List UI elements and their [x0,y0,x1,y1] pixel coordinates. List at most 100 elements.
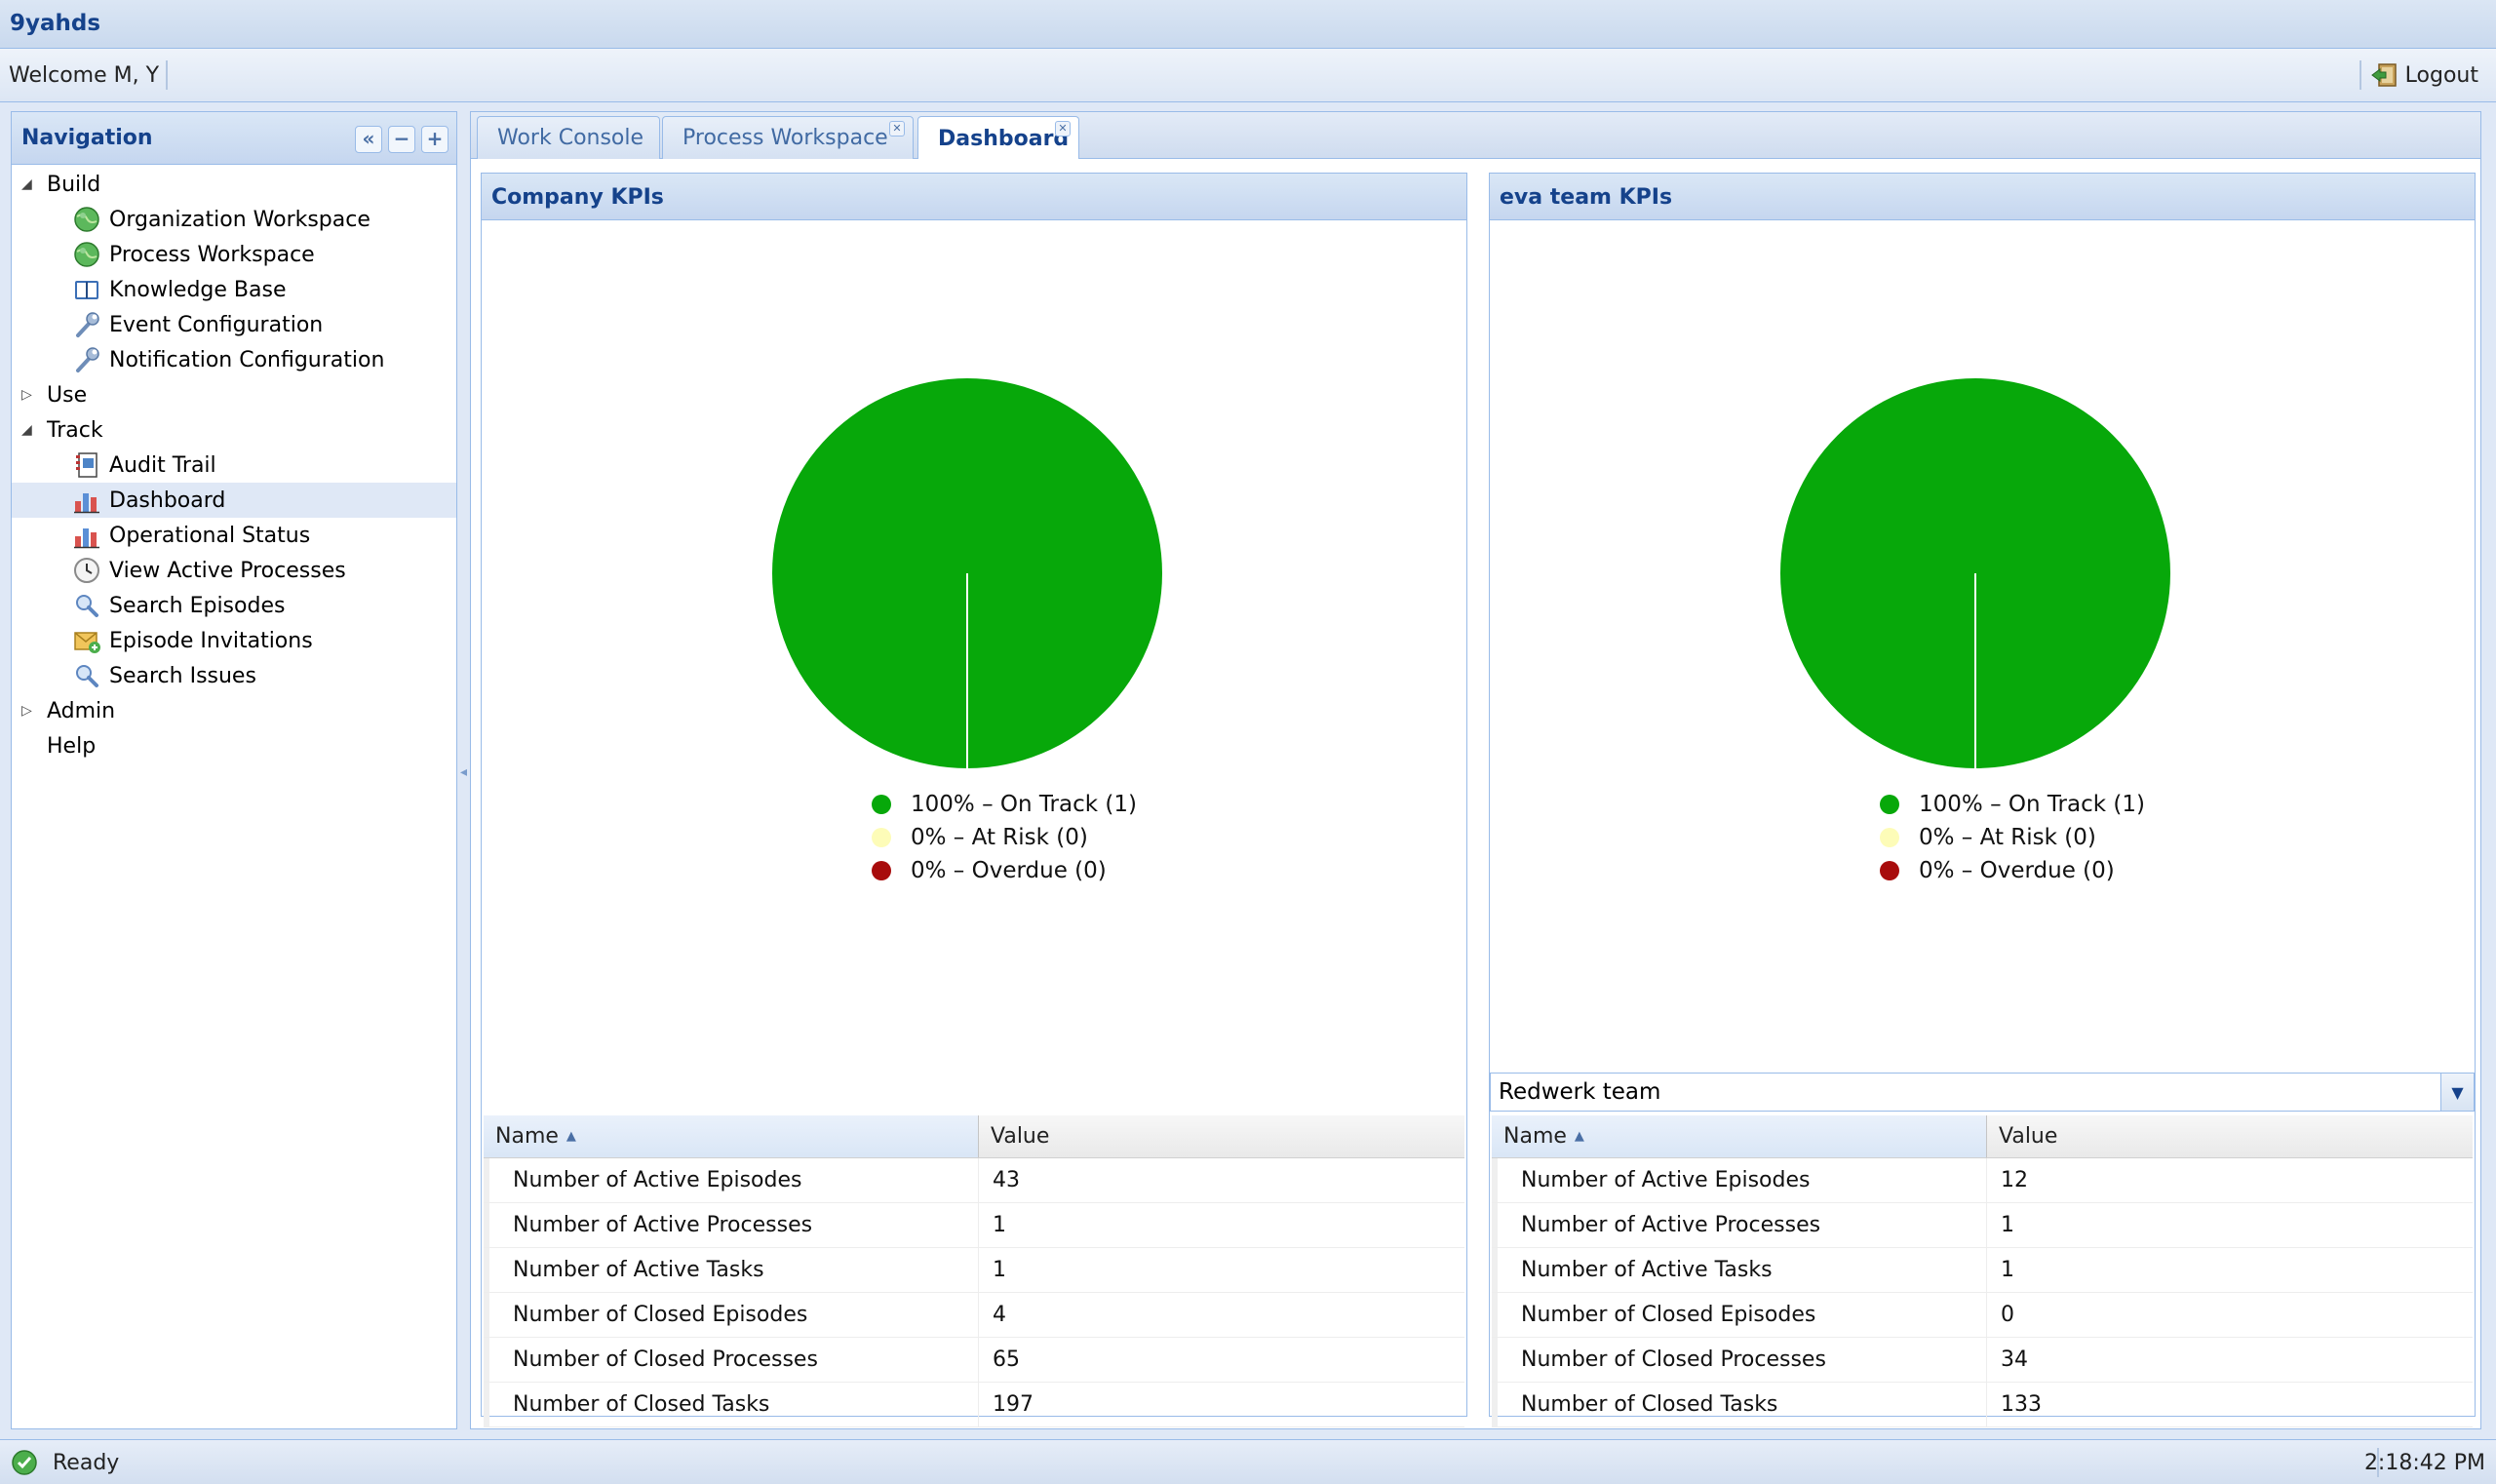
panel-splitter[interactable]: ◂ [458,111,470,1429]
legend-item-on-track[interactable]: 100% – On Track (1) [1880,788,2145,821]
nav-item-dashboard[interactable]: Dashboard [12,483,456,518]
column-header-value[interactable]: Value [1987,1115,2473,1157]
table-row[interactable]: Number of Active Episodes 12 [1492,1158,2473,1203]
nav-item-episode-invitations[interactable]: Episode Invitations [12,623,456,658]
collapsed-arrow-icon[interactable]: ▷ [21,387,32,403]
legend-dot [1880,828,1899,847]
legend-dot [1880,861,1899,880]
collapsed-arrow-icon[interactable]: ▷ [21,703,32,719]
nav-item-process-workspace[interactable]: Process Workspace [12,237,456,272]
expanded-arrow-icon[interactable]: ◢ [21,422,32,438]
nav-item-use[interactable]: ▷ Use [12,377,456,412]
nav-item-label: Dashboard [109,488,226,513]
table-row[interactable]: Number of Active Processes 1 [1492,1203,2473,1248]
notebook-icon [76,452,98,478]
tab-bar: Work Console Process Workspace ✕ Dashboa… [471,112,2480,160]
chart-legend: 100% – On Track (1) 0% – At Risk (0) 0% … [872,788,1137,887]
column-header-name[interactable]: Name ▲ [1492,1115,1987,1157]
cell-name: Number of Closed Tasks [484,1383,979,1426]
tab-process-workspace[interactable]: Process Workspace ✕ [662,116,914,159]
team-kpis-grid: Name ▲ Value Number of Active Episodes 12 N… [1492,1115,2473,1427]
grid-header: Name ▲ Value [484,1115,1464,1158]
main-area: Work Console Process Workspace ✕ Dashboa… [470,111,2481,1429]
tab-dashboard[interactable]: Dashboard ✕ [917,116,1079,160]
nav-item-view-active-processes[interactable]: View Active Processes [12,553,456,588]
cell-name: Number of Active Tasks [1492,1248,1987,1292]
cell-value: 12 [2001,1168,2028,1192]
nav-item-help[interactable]: Help [12,728,456,763]
nav-item-notification-configuration[interactable]: Notification Configuration [12,342,456,377]
table-row[interactable]: Number of Active Episodes 43 [484,1158,1464,1203]
nav-item-build[interactable]: ◢ Build [12,167,456,202]
tab-label: Dashboard [938,126,1070,151]
legend-item-on-track[interactable]: 100% – On Track (1) [872,788,1137,821]
cell-value: 133 [2001,1392,2042,1417]
nav-item-organization-workspace[interactable]: Organization Workspace [12,202,456,237]
team-kpis-panel: eva team KPIs 100% – On Track (1) 0% – A… [1489,173,2476,1427]
nav-item-label: Episode Invitations [109,628,313,653]
nav-item-audit-trail[interactable]: Audit Trail [12,448,456,483]
app-title: 9yahds [10,11,101,36]
nav-item-admin[interactable]: ▷ Admin [12,693,456,728]
nav-item-label: Search Episodes [109,593,286,618]
nav-item-search-issues[interactable]: Search Issues [12,658,456,693]
collapse-all-button[interactable]: − [388,126,415,153]
column-header-name[interactable]: Name ▲ [484,1115,979,1157]
tab-work-console[interactable]: Work Console [477,116,660,159]
nav-item-label: Use [47,382,88,408]
table-row[interactable]: Number of Closed Tasks 133 [1492,1383,2473,1427]
nav-item-label: Event Configuration [109,312,324,337]
cell-value: 1 [2001,1213,2014,1237]
status-clock: 2:18:42 PM [2363,1451,2485,1475]
globe-icon [74,242,99,267]
logout-button[interactable]: Logout [2370,59,2478,92]
sort-ascending-icon: ▲ [1574,1129,1584,1144]
legend-item-at-risk[interactable]: 0% – At Risk (0) [872,821,1137,854]
collapse-panel-button[interactable]: « [355,126,382,153]
cell-value: 4 [993,1303,1006,1327]
cell-name: Number of Active Episodes [1492,1158,1987,1202]
expanded-arrow-icon[interactable]: ◢ [21,176,32,192]
column-header-value[interactable]: Value [979,1115,1464,1157]
panel-title: eva team KPIs [1500,185,1673,210]
globe-icon [74,207,99,232]
nav-item-label: Notification Configuration [109,347,385,372]
expand-all-button[interactable]: + [421,126,448,153]
legend-dot [1880,795,1899,814]
nav-item-label: Build [47,172,101,197]
table-row[interactable]: Number of Closed Processes 65 [484,1338,1464,1383]
close-icon[interactable]: ✕ [1055,121,1071,137]
table-row[interactable]: Number of Closed Processes 34 [1492,1338,2473,1383]
status-bar: Ready 2:18:42 PM [0,1439,2496,1484]
table-row[interactable]: Number of Closed Episodes 0 [1492,1293,2473,1338]
table-row[interactable]: Number of Closed Tasks 197 [484,1383,1464,1427]
tab-label: Process Workspace [682,126,888,150]
legend-item-overdue[interactable]: 0% – Overdue (0) [1880,854,2145,887]
table-row[interactable]: Number of Closed Episodes 4 [484,1293,1464,1338]
close-icon[interactable]: ✕ [889,121,905,137]
legend-item-at-risk[interactable]: 0% – At Risk (0) [1880,821,2145,854]
team-select[interactable]: Redwerk team ▼ [1490,1073,2475,1112]
legend-dot [872,861,891,880]
welcome-text: Welcome M, Y [9,63,160,88]
legend-item-overdue[interactable]: 0% – Overdue (0) [872,854,1137,887]
status-separator [2377,1448,2379,1477]
cell-value: 1 [993,1213,1006,1237]
nav-item-knowledge-base[interactable]: Knowledge Base [12,272,456,307]
company-kpi-pie-chart [772,378,1162,768]
status-text: Ready [53,1451,120,1475]
cell-name: Number of Closed Processes [484,1338,979,1382]
nav-item-event-configuration[interactable]: Event Configuration [12,307,456,342]
nav-item-search-episodes[interactable]: Search Episodes [12,588,456,623]
splitter-grip-icon: ◂ [460,764,468,780]
table-row[interactable]: Number of Active Tasks 1 [1492,1248,2473,1293]
nav-item-label: Operational Status [109,523,311,548]
column-label: Value [1999,1124,2058,1149]
chevron-down-icon[interactable]: ▼ [2440,1074,2474,1111]
nav-item-operational-status[interactable]: Operational Status [12,518,456,553]
table-row[interactable]: Number of Active Processes 1 [484,1203,1464,1248]
team-select-value: Redwerk team [1499,1079,1661,1105]
nav-item-track[interactable]: ◢ Track [12,412,456,448]
table-row[interactable]: Number of Active Tasks 1 [484,1248,1464,1293]
cell-value: 34 [2001,1347,2028,1372]
